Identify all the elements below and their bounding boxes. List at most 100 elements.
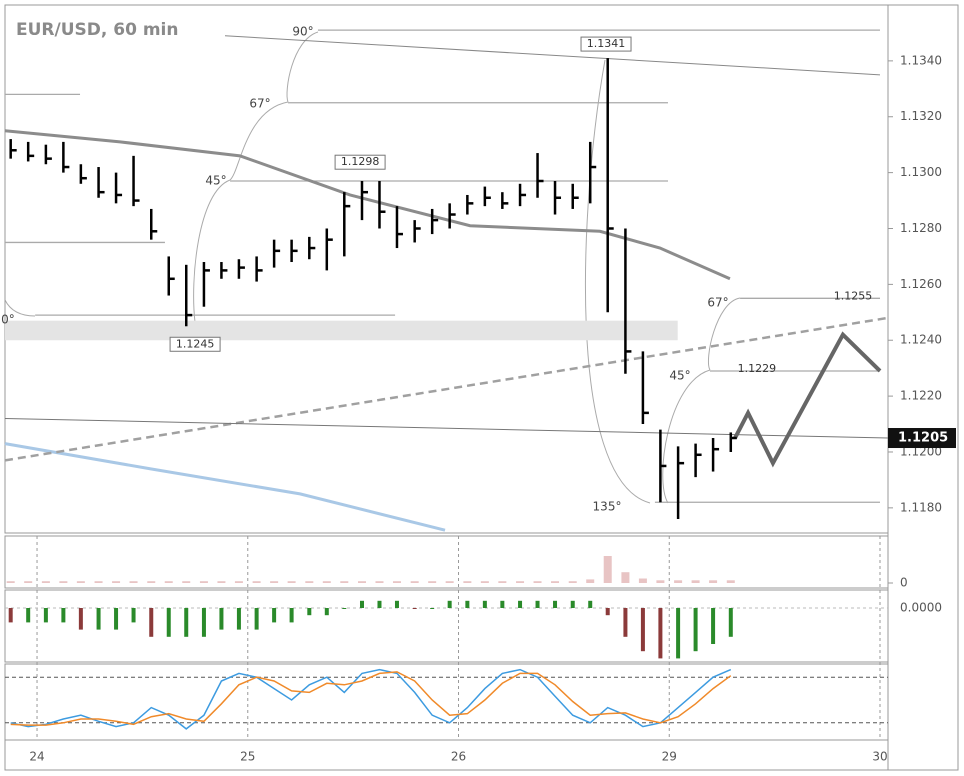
volume-bar	[551, 581, 560, 583]
stoch-line	[10, 671, 732, 726]
macd-bar	[359, 600, 364, 608]
macd-bar	[570, 600, 575, 608]
angle-label: 0°	[1, 313, 15, 327]
volume-bar	[129, 581, 138, 583]
volume-bar	[41, 581, 50, 583]
volume-bar	[375, 581, 384, 583]
price-label-box	[169, 336, 221, 352]
y-tick-label: 1.1280	[900, 221, 942, 235]
volume-bar	[410, 581, 419, 583]
macd-bar	[711, 608, 716, 644]
macd-bar	[676, 608, 681, 659]
macd-bar	[184, 608, 189, 637]
chart-title: EUR/USD, 60 min	[16, 20, 178, 40]
volume-bar	[59, 581, 68, 583]
volume-bar	[586, 579, 595, 583]
macd-bar	[500, 600, 505, 608]
macd-bar	[26, 608, 31, 623]
price-label-box	[580, 36, 632, 52]
y-axis-panel	[887, 4, 959, 771]
volume-bar	[76, 581, 85, 583]
macd-bar	[412, 608, 417, 609]
angle-label: 45°	[205, 174, 226, 188]
macd-bar	[43, 608, 48, 623]
angle-label: 90°	[292, 25, 313, 39]
volume-bar	[445, 581, 454, 583]
last-price-label: 1.1205	[898, 431, 948, 446]
volume-bar	[674, 580, 683, 583]
volume-bar	[234, 581, 243, 583]
arc	[193, 179, 231, 323]
macd-bar	[8, 608, 13, 623]
arc	[229, 101, 289, 181]
macd-bar	[394, 600, 399, 608]
macd-bar	[114, 608, 119, 630]
volume-bar	[533, 581, 542, 583]
macd-bar	[201, 608, 206, 637]
volume-bar	[516, 581, 525, 583]
macd-bar	[254, 608, 259, 630]
volume-bar	[480, 581, 489, 583]
volume-bar	[463, 581, 472, 583]
macd-bar	[78, 608, 83, 630]
price-label: 1.1245	[176, 337, 215, 350]
volume-bar	[691, 580, 700, 583]
macd-bar	[588, 600, 593, 608]
y-tick-label: 1.1220	[900, 389, 942, 403]
line	[4, 417, 889, 439]
angle-label: 67°	[249, 97, 270, 111]
volume-bar	[24, 581, 33, 583]
y-tick-label: 1.1340	[900, 53, 942, 67]
volume-bar	[199, 581, 208, 583]
highlight-band	[5, 320, 678, 341]
macd-bar	[324, 608, 329, 616]
volume-bar	[217, 581, 226, 583]
y-tick-label: 1.1240	[900, 333, 942, 347]
angle-label: 45°	[669, 369, 690, 383]
macd-tick-label: 0.0000	[900, 601, 942, 615]
arc	[4, 299, 36, 317]
line	[224, 35, 881, 76]
volume-bar	[357, 581, 366, 583]
volume-bar	[568, 581, 577, 583]
macd-bar	[465, 600, 470, 608]
y-tick-label: 1.1320	[900, 109, 942, 123]
volume-bar	[287, 581, 296, 583]
arc	[708, 297, 741, 371]
macd-bar	[623, 608, 628, 637]
macd-bar	[96, 608, 101, 630]
macd-bar	[553, 600, 558, 608]
price-label: 1.1255	[834, 289, 873, 302]
macd-bar	[377, 600, 382, 608]
macd-bar	[289, 608, 294, 623]
price-label: 1.1229	[738, 362, 777, 375]
macd-bar	[131, 608, 136, 623]
price-label: 1.1341	[587, 37, 626, 50]
volume-bar	[305, 581, 314, 583]
line	[4, 129, 731, 281]
volume-bar	[340, 581, 349, 583]
angle-label: 67°	[707, 296, 728, 310]
macd-bar	[272, 608, 277, 623]
macd-bar	[640, 608, 645, 652]
x-tick-label: 26	[451, 750, 466, 764]
arc	[286, 31, 319, 103]
macd-bar	[61, 608, 66, 623]
macd-bar	[149, 608, 154, 637]
macd-bar	[219, 608, 224, 630]
macd-bar	[482, 600, 487, 608]
volume-bar	[603, 556, 612, 583]
y-tick-label: 1.1260	[900, 277, 942, 291]
macd-bar	[693, 608, 698, 652]
y-tick-label: 1.1180	[900, 500, 942, 514]
volume-bar	[322, 581, 331, 583]
volume-bar	[498, 581, 507, 583]
volume-bar	[709, 580, 718, 583]
macd-bar	[430, 608, 435, 609]
volume-bar	[112, 581, 121, 583]
volume-bar	[182, 581, 191, 583]
volume-bar	[270, 581, 279, 583]
angle-label: 135°	[593, 500, 622, 514]
volume-bar	[638, 578, 647, 583]
